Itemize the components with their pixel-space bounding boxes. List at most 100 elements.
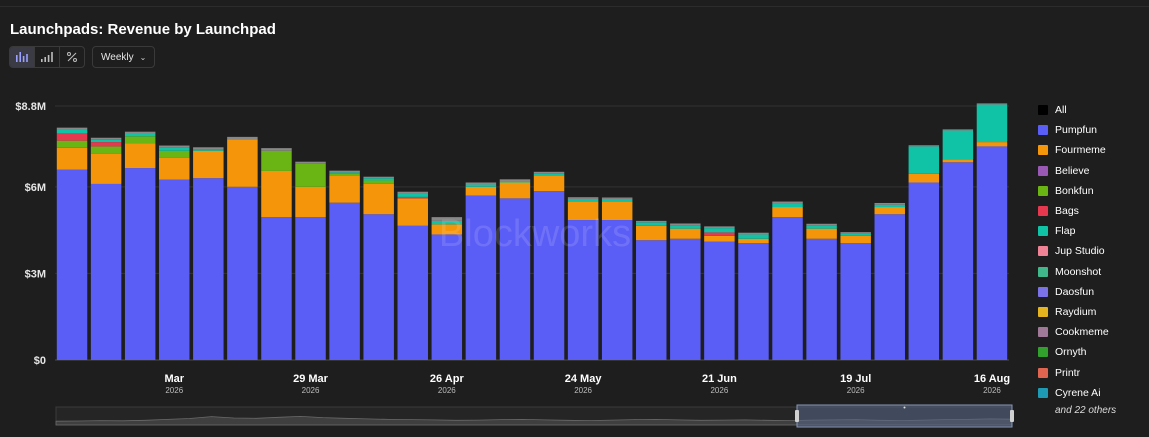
bar-segment[interactable] <box>499 179 531 182</box>
bar-segment[interactable] <box>636 220 667 223</box>
bar-segment[interactable] <box>840 235 871 244</box>
navigator-handle-right[interactable] <box>1010 410 1014 422</box>
bar-segment[interactable] <box>90 139 122 143</box>
bar-segment[interactable] <box>499 182 531 199</box>
bar-segment[interactable] <box>56 147 88 170</box>
legend-item[interactable]: Jup Studio <box>1038 241 1116 261</box>
bar-segment[interactable] <box>806 223 837 226</box>
bar-segment[interactable] <box>840 233 871 236</box>
bar-segment[interactable] <box>193 150 224 179</box>
bar-segment[interactable] <box>601 220 633 360</box>
legend-more-label[interactable]: and 22 others <box>1055 404 1117 416</box>
bar-segment[interactable] <box>704 226 735 229</box>
bar-segment[interactable] <box>124 168 156 360</box>
bar-segment[interactable] <box>159 179 190 360</box>
bar-segment[interactable] <box>295 217 326 360</box>
bar-segment[interactable] <box>90 153 122 184</box>
bar-segment[interactable] <box>124 143 156 169</box>
bar-segment[interactable] <box>56 129 88 134</box>
bar-segment[interactable] <box>431 217 463 221</box>
bar-segment[interactable] <box>499 198 531 360</box>
bar-segment[interactable] <box>363 178 394 181</box>
bar-segment[interactable] <box>124 133 156 137</box>
bar-segment[interactable] <box>124 136 156 144</box>
legend-item[interactable]: Raydium <box>1038 302 1116 322</box>
interval-dropdown[interactable]: Weekly ⌄ <box>92 46 156 68</box>
bar-segment[interactable] <box>329 170 360 173</box>
bar-segment[interactable] <box>465 184 497 187</box>
bar-segment[interactable] <box>363 180 394 184</box>
bar-segment[interactable] <box>295 161 326 164</box>
bar-segment[interactable] <box>193 147 224 150</box>
bar-segment[interactable] <box>261 170 292 218</box>
bar-segment[interactable] <box>533 171 565 174</box>
bar-segment[interactable] <box>363 176 394 179</box>
bar-segment[interactable] <box>908 145 940 147</box>
bar-segment[interactable] <box>874 207 905 215</box>
stacked-bar-view-button[interactable] <box>10 47 34 67</box>
bar-segment[interactable] <box>567 197 599 199</box>
bar-segment[interactable] <box>601 197 633 199</box>
bar-segment[interactable] <box>704 241 735 360</box>
bar-segment[interactable] <box>295 163 326 187</box>
bar-segment[interactable] <box>56 133 88 141</box>
bar-segment[interactable] <box>840 243 871 360</box>
bar-segment[interactable] <box>976 104 1008 143</box>
bar-segment[interactable] <box>772 203 803 208</box>
bar-segment[interactable] <box>159 157 190 180</box>
bar-segment[interactable] <box>806 238 837 360</box>
bar-segment[interactable] <box>431 224 463 235</box>
bar-segment[interactable] <box>738 234 769 239</box>
navigator-handle-left[interactable] <box>795 410 799 422</box>
bar-segment[interactable] <box>90 137 122 140</box>
bar-segment[interactable] <box>159 150 190 158</box>
bar-segment[interactable] <box>329 175 360 203</box>
legend-item[interactable]: Daosfun <box>1038 282 1116 302</box>
bar-segment[interactable] <box>738 232 769 235</box>
bar-view-button[interactable] <box>34 47 59 67</box>
legend-item[interactable]: Bags <box>1038 201 1116 221</box>
bar-segment[interactable] <box>295 186 326 218</box>
bar-segment[interactable] <box>908 173 940 183</box>
bar-segment[interactable] <box>772 217 803 360</box>
bar-segment[interactable] <box>976 146 1008 360</box>
bar-segment[interactable] <box>261 150 292 171</box>
legend-item[interactable]: Flap <box>1038 221 1116 241</box>
bar-segment[interactable] <box>704 228 735 233</box>
bar-segment[interactable] <box>90 142 122 147</box>
legend-item[interactable]: Printr <box>1038 362 1116 382</box>
bar-segment[interactable] <box>908 182 940 360</box>
bar-segment[interactable] <box>567 198 599 202</box>
bar-segment[interactable] <box>397 191 428 194</box>
legend-item[interactable]: Believe <box>1038 161 1116 181</box>
bar-segment[interactable] <box>567 220 599 360</box>
bar-segment[interactable] <box>363 214 394 360</box>
bar-segment[interactable] <box>159 147 190 151</box>
bar-segment[interactable] <box>874 202 905 205</box>
bar-segment[interactable] <box>397 198 428 226</box>
bar-segment[interactable] <box>533 191 565 360</box>
bar-segment[interactable] <box>908 146 940 174</box>
bar-segment[interactable] <box>56 127 88 130</box>
bar-segment[interactable] <box>431 234 463 360</box>
bar-segment[interactable] <box>806 228 837 239</box>
legend-item[interactable]: Ornyth <box>1038 342 1116 362</box>
bar-segment[interactable] <box>227 139 258 187</box>
bar-segment[interactable] <box>329 202 360 360</box>
bar-segment[interactable] <box>636 222 667 226</box>
legend-item[interactable]: Cyrene Ai <box>1038 383 1116 403</box>
bar-segment[interactable] <box>704 235 735 242</box>
bar-segment[interactable] <box>397 196 428 199</box>
legend-item[interactable]: All <box>1038 100 1116 120</box>
bar-segment[interactable] <box>227 136 258 140</box>
bar-segment[interactable] <box>976 142 1008 147</box>
bar-segment[interactable] <box>738 238 769 244</box>
bar-segment[interactable] <box>465 186 497 196</box>
bar-segment[interactable] <box>329 173 360 176</box>
bar-segment[interactable] <box>738 243 769 360</box>
legend-item[interactable]: Moonshot <box>1038 262 1116 282</box>
bar-segment[interactable] <box>636 225 667 241</box>
bar-segment[interactable] <box>159 145 190 148</box>
bar-segment[interactable] <box>193 178 224 360</box>
bar-segment[interactable] <box>261 148 292 151</box>
